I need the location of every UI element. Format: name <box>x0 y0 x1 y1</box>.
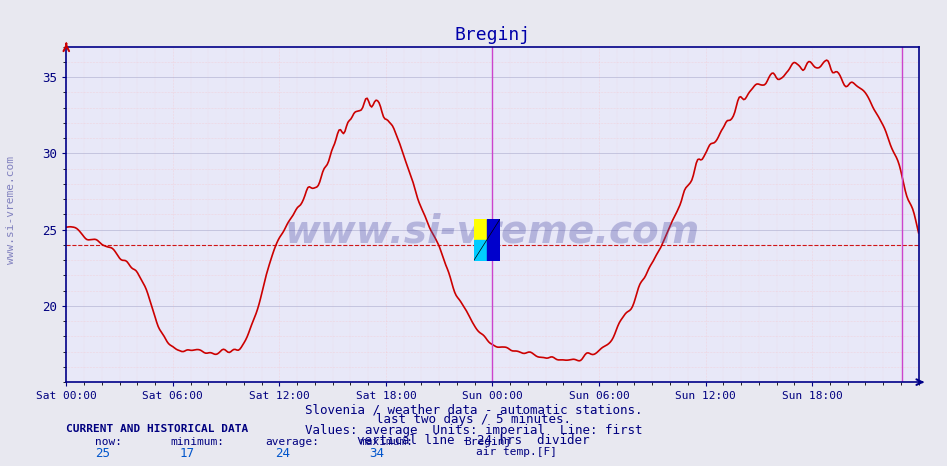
Text: last two days / 5 minutes.: last two days / 5 minutes. <box>376 413 571 426</box>
Text: 34: 34 <box>369 447 384 459</box>
Bar <box>487 240 500 261</box>
Title: Breginj: Breginj <box>455 26 530 44</box>
Text: air temp.[F]: air temp.[F] <box>476 447 558 457</box>
Text: www.si-vreme.com: www.si-vreme.com <box>7 156 16 264</box>
Text: Breginj: Breginj <box>464 437 511 447</box>
Text: 24: 24 <box>275 447 290 459</box>
Text: Slovenia / weather data - automatic stations.: Slovenia / weather data - automatic stat… <box>305 403 642 416</box>
Text: 25: 25 <box>95 447 110 459</box>
Text: Values: average  Units: imperial  Line: first: Values: average Units: imperial Line: fi… <box>305 424 642 437</box>
Text: vertical line - 24 hrs  divider: vertical line - 24 hrs divider <box>357 434 590 447</box>
Text: 17: 17 <box>180 447 195 459</box>
Text: CURRENT AND HISTORICAL DATA: CURRENT AND HISTORICAL DATA <box>66 425 248 434</box>
Bar <box>474 240 487 261</box>
Bar <box>487 219 500 240</box>
Text: www.si-vreme.com: www.si-vreme.com <box>285 212 700 250</box>
Text: average:: average: <box>265 437 319 447</box>
Bar <box>474 219 487 240</box>
Text: minimum:: minimum: <box>170 437 224 447</box>
Text: now:: now: <box>95 437 122 447</box>
Text: maximum:: maximum: <box>360 437 414 447</box>
